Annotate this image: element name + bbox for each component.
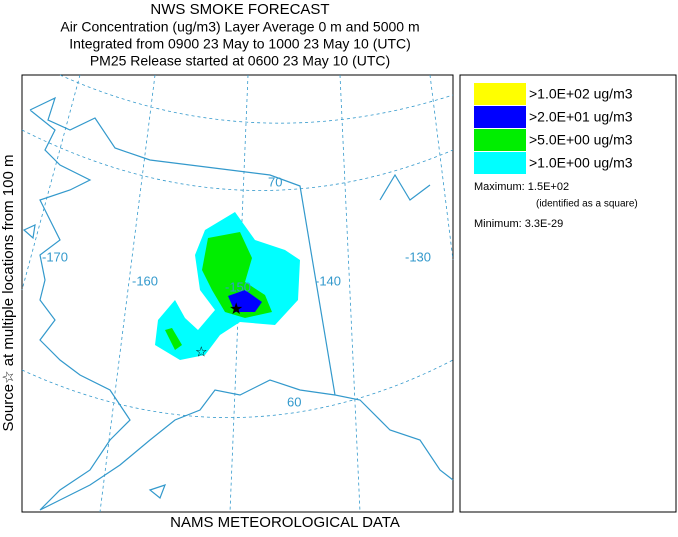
grid-label: -130 (405, 249, 431, 264)
legend-swatch (474, 106, 526, 128)
legend-label: >1.0E+02 ug/m3 (529, 86, 633, 102)
plume-green (165, 232, 272, 350)
grid-label: -140 (315, 273, 341, 288)
subtitle: Integrated from 0900 23 May to 1000 23 M… (69, 36, 411, 52)
island (22, 173, 431, 499)
legend-label: >5.0E+00 ug/m3 (529, 132, 633, 148)
minimum: Minimum: 3.3E-29 (474, 218, 563, 230)
legend-label: >2.0E+01 ug/m3 (529, 109, 633, 125)
legend-swatch (474, 152, 526, 174)
legend-label: >1.0E+00 ug/m3 (529, 155, 633, 171)
plume-blue (228, 290, 262, 312)
source-marker: ★ (229, 301, 243, 318)
maximum: Maximum: 1.5E+02 (474, 181, 569, 193)
source-marker: ☆ (195, 344, 208, 360)
side-label: Source☆ at multiple locations from 100 m (0, 155, 17, 432)
coastline (29, 96, 454, 511)
subtitle: Air Concentration (ug/m3) Layer Average … (60, 19, 419, 35)
subtitle: PM25 Release started at 0600 23 May 10 (… (90, 53, 390, 69)
legend-swatch (474, 83, 526, 105)
map: ★ ☆ -170 -160 -150 -140 -130 70 60 (21, 74, 454, 513)
grid-label: -150 (225, 279, 251, 294)
grid-label: 60 (287, 394, 301, 409)
grid-label: 70 (268, 174, 282, 189)
grid-label: -170 (42, 249, 68, 264)
maximum-note: (identified as a square) (536, 199, 638, 210)
legend-swatch (474, 129, 526, 151)
legend: Maximum: 1.5E+02 (identified as a square… (459, 74, 677, 513)
footer: NAMS METEOROLOGICAL DATA (170, 514, 400, 531)
title: NWS SMOKE FORECAST (150, 1, 329, 18)
grid-label: -160 (132, 273, 158, 288)
